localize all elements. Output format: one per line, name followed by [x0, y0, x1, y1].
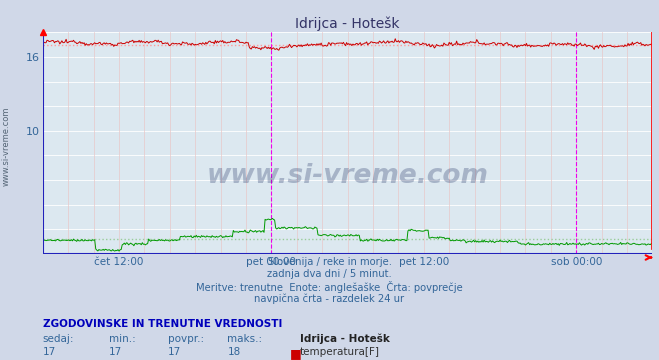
Text: navpična črta - razdelek 24 ur: navpična črta - razdelek 24 ur: [254, 293, 405, 303]
Text: sedaj:: sedaj:: [43, 334, 74, 344]
Text: min.:: min.:: [109, 334, 136, 344]
Text: temperatura[F]: temperatura[F]: [300, 347, 380, 357]
Text: 17: 17: [168, 347, 181, 357]
Text: maks.:: maks.:: [227, 334, 262, 344]
Text: Slovenija / reke in morje.: Slovenija / reke in morje.: [268, 257, 391, 267]
Text: ■: ■: [290, 347, 302, 360]
Text: 17: 17: [43, 347, 56, 357]
Text: 18: 18: [227, 347, 241, 357]
Text: www.si-vreme.com: www.si-vreme.com: [2, 106, 11, 185]
Text: ZGODOVINSKE IN TRENUTNE VREDNOSTI: ZGODOVINSKE IN TRENUTNE VREDNOSTI: [43, 319, 282, 329]
Text: zadnja dva dni / 5 minut.: zadnja dva dni / 5 minut.: [267, 269, 392, 279]
Text: 17: 17: [109, 347, 122, 357]
Text: povpr.:: povpr.:: [168, 334, 204, 344]
Text: www.si-vreme.com: www.si-vreme.com: [207, 163, 488, 189]
Text: Idrijca - Hotešk: Idrijca - Hotešk: [300, 334, 389, 344]
Text: Meritve: trenutne  Enote: anglešaške  Črta: povprečje: Meritve: trenutne Enote: anglešaške Črta…: [196, 281, 463, 293]
Title: Idrijca - Hotešk: Idrijca - Hotešk: [295, 17, 400, 31]
